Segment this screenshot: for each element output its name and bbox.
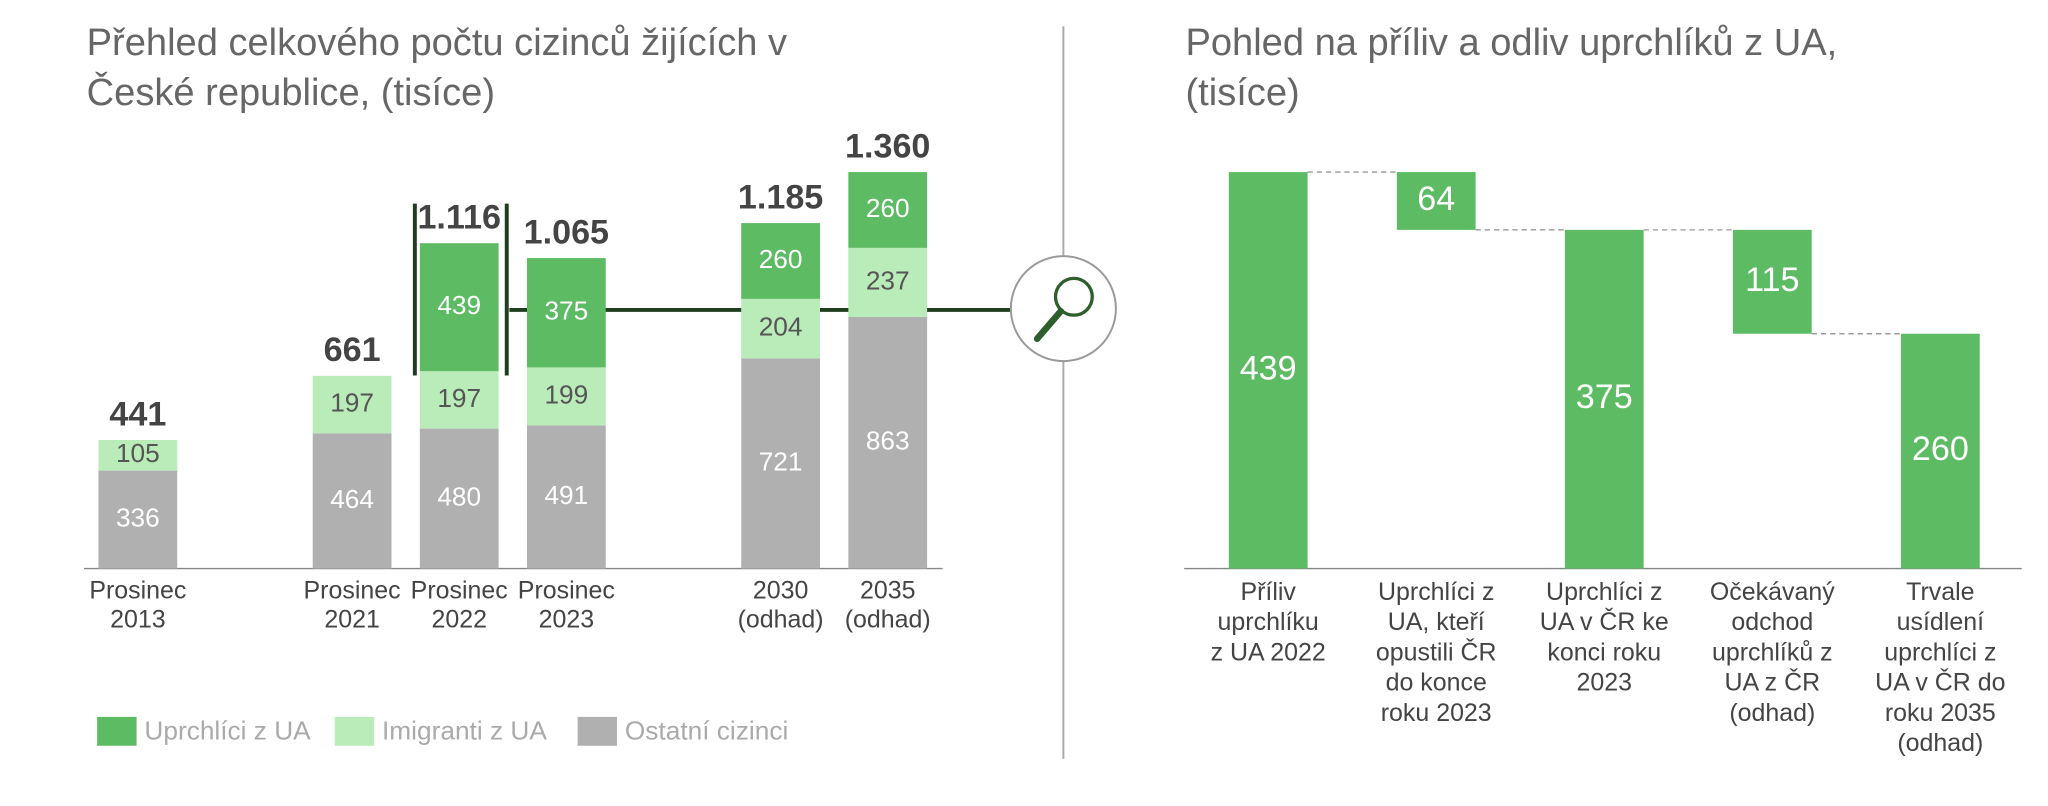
- x-tick-label-box: Prosinec 2022: [410, 577, 508, 635]
- segment-label: 260: [759, 244, 803, 274]
- x-tick-label: Příliv uprchlíku z UA 2022: [1210, 579, 1326, 668]
- segment-label: 105: [116, 438, 160, 468]
- x-tick-label-box: Prosinec 2013: [89, 577, 187, 635]
- chart-title-box: Přehled celkového počtu cizinců žijících…: [86, 22, 788, 115]
- segment-label: 237: [866, 265, 910, 295]
- x-tick-label: Prosinec 2023: [517, 577, 615, 635]
- bar-label: 439: [1240, 349, 1297, 387]
- segment-label: 199: [544, 379, 588, 409]
- bar: [1732, 229, 1812, 334]
- bar-segment: [419, 371, 499, 429]
- segment-label: 464: [330, 484, 374, 514]
- x-tick-label: 2035 (odhad): [844, 577, 931, 635]
- bar-segment: [741, 223, 820, 299]
- segment-label: 863: [866, 426, 910, 456]
- segment-label: 721: [759, 446, 803, 476]
- chart-title: Přehled celkového počtu cizinců žijících…: [86, 22, 788, 115]
- legend-label: Imigranti z UA: [382, 716, 547, 746]
- segment-label: 491: [544, 480, 588, 510]
- x-tick-label: Prosinec 2022: [410, 577, 508, 635]
- bar-segment: [741, 298, 820, 359]
- legend-swatch: [577, 716, 618, 746]
- segment-label: 439: [437, 290, 481, 320]
- x-tick-label: Uprchlíci z UA, kteří opustili ČR do kon…: [1375, 579, 1497, 728]
- bar-segment: [419, 428, 499, 569]
- x-tick-label: Prosinec 2013: [89, 577, 187, 635]
- bar-label: 375: [1576, 378, 1633, 416]
- segment-label: 197: [437, 383, 481, 413]
- bar: [1396, 172, 1476, 230]
- bar-segment: [98, 439, 178, 471]
- bar-segment: [848, 316, 928, 569]
- magnifier-icon: [1009, 255, 1117, 363]
- segment-label: 336: [116, 503, 160, 533]
- segment-label: 260: [866, 193, 910, 223]
- x-tick-label-box: Očekávaný odchod uprchlíků z UA z ČR (od…: [1709, 579, 1835, 728]
- bar-label: 260: [1912, 430, 1969, 468]
- x-tick-label-box: 2035 (odhad): [844, 577, 931, 635]
- x-tick-label-box: 2030 (odhad): [737, 577, 824, 635]
- bar-segment: [526, 425, 606, 569]
- legend-label: Ostatní cizinci: [625, 716, 788, 746]
- x-tick-label: Prosinec 2021: [303, 577, 401, 635]
- legend-swatch: [334, 716, 375, 746]
- legend-label: Uprchlíci z UA: [144, 716, 311, 746]
- segment-label: 197: [330, 387, 374, 417]
- total-label: 441: [109, 395, 166, 433]
- total-label: 1.065: [524, 213, 609, 251]
- bar-segment: [419, 243, 499, 372]
- total-label: 1.116: [417, 199, 501, 237]
- x-tick-label: Trvale usídlení uprchlíci z UA v ČR do r…: [1875, 579, 2006, 758]
- segment-label: 375: [544, 296, 588, 326]
- bar-segment: [741, 358, 820, 569]
- chart-title: Pohled na příliv a odliv uprchlíků z UA,…: [1185, 22, 1838, 115]
- x-tick-label: Uprchlíci z UA v ČR ke konci roku 2023: [1539, 579, 1669, 698]
- x-tick-label: 2030 (odhad): [737, 577, 824, 635]
- bar: [1900, 333, 1980, 569]
- x-tick-label-box: Uprchlíci z UA v ČR ke konci roku 2023: [1539, 579, 1669, 698]
- bar-segment: [526, 258, 606, 368]
- bar-label: 115: [1745, 261, 1799, 299]
- x-tick-label-box: Prosinec 2021: [303, 577, 401, 635]
- bar: [1564, 229, 1644, 569]
- bar: [1228, 172, 1308, 569]
- total-label: 1.185: [738, 178, 823, 216]
- segment-label: 204: [759, 312, 803, 342]
- bar-segment: [848, 247, 928, 317]
- chart-title-box: Pohled na příliv a odliv uprchlíků z UA,…: [1185, 22, 1838, 115]
- bar-label: 64: [1417, 180, 1455, 218]
- x-tick-label: Očekávaný odchod uprchlíků z UA z ČR (od…: [1709, 579, 1835, 728]
- bar-segment: [312, 433, 392, 569]
- bar-segment: [98, 470, 178, 569]
- x-tick-label-box: Uprchlíci z UA, kteří opustili ČR do kon…: [1375, 579, 1497, 728]
- bar-segment: [848, 172, 928, 248]
- segment-label: 480: [437, 482, 481, 512]
- bar-segment: [312, 375, 392, 434]
- total-label: 661: [324, 331, 381, 369]
- x-tick-label-box: Trvale usídlení uprchlíci z UA v ČR do r…: [1875, 579, 2006, 758]
- x-tick-label-box: Prosinec 2023: [517, 577, 615, 635]
- total-label: 1.360: [845, 127, 930, 165]
- legend-swatch: [97, 716, 137, 746]
- bar-segment: [526, 367, 606, 426]
- x-tick-label-box: Příliv uprchlíku z UA 2022: [1210, 579, 1326, 668]
